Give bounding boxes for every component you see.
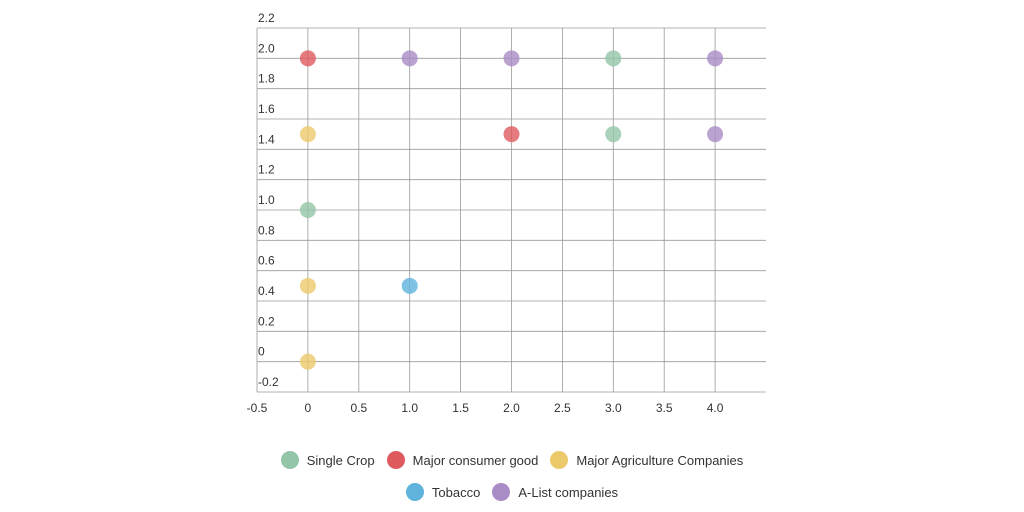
legend-label-major-agriculture-companies: Major Agriculture Companies bbox=[576, 452, 744, 468]
y-tick-label: 0.6 bbox=[258, 254, 275, 268]
legend-swatch-major-agriculture-companies bbox=[550, 451, 569, 469]
legend-swatch-single-crop bbox=[280, 451, 299, 469]
y-tick-label: 1.6 bbox=[258, 102, 275, 116]
plot-area: 2.2 2.0 1.8 1.6 1.4 1.2 1.0 0.8 0.6 0.4 0.2 0 -0.2 -0… bbox=[247, 11, 766, 415]
point-series-1 bbox=[299, 50, 316, 67]
x-tick-label: 0.5 bbox=[350, 401, 367, 415]
point-series-4 bbox=[707, 126, 724, 143]
point-series-2 bbox=[299, 353, 316, 370]
point-series-2 bbox=[299, 126, 316, 143]
point-series-4 bbox=[707, 50, 724, 67]
x-tick-label: 3.0 bbox=[605, 401, 622, 415]
y-tick-label: 0 bbox=[258, 345, 265, 359]
legend-label-a-list-companies: A-List companies bbox=[518, 484, 619, 500]
legend-item-major-consumer-good[interactable]: Major consumer good bbox=[386, 451, 539, 469]
legend-swatch-tobacco bbox=[405, 483, 424, 501]
point-series-0 bbox=[299, 202, 316, 218]
x-tick-label: 2.0 bbox=[503, 401, 520, 415]
x-tick-label: 1.5 bbox=[452, 401, 469, 415]
point-series-4 bbox=[503, 50, 520, 67]
legend-swatch-major-consumer-good bbox=[386, 451, 405, 469]
y-tick-label: 2.0 bbox=[258, 41, 275, 55]
point-series-0 bbox=[605, 126, 622, 143]
legend-item-single-crop[interactable]: Single Crop bbox=[280, 451, 375, 469]
y-tick-label: 1.8 bbox=[258, 72, 275, 86]
x-tick-label: 1.0 bbox=[401, 401, 418, 415]
y-tick-label: 0.8 bbox=[258, 223, 275, 237]
x-tick-label: 0 bbox=[305, 401, 312, 415]
point-series-0 bbox=[605, 50, 622, 67]
y-tick-label: 1.0 bbox=[258, 193, 275, 207]
legend-row-1: Single Crop Major consumer good Major Ag… bbox=[0, 451, 1024, 469]
x-tick-label: 2.5 bbox=[554, 401, 571, 415]
legend-item-tobacco[interactable]: Tobacco bbox=[405, 483, 481, 501]
point-series-3 bbox=[401, 277, 418, 294]
y-tick-label: 1.2 bbox=[258, 163, 275, 177]
point-series-1 bbox=[503, 126, 520, 143]
x-tick-label: -0.5 bbox=[247, 401, 268, 415]
legend-label-single-crop: Single Crop bbox=[306, 452, 375, 468]
point-series-2 bbox=[299, 277, 316, 294]
legend-item-a-list-companies[interactable]: A-List companies bbox=[492, 483, 618, 501]
point-series-4 bbox=[401, 50, 418, 67]
x-tick-label: 3.5 bbox=[656, 401, 673, 415]
legend-label-tobacco: Tobacco bbox=[431, 484, 481, 500]
y-tick-label: 0.2 bbox=[258, 314, 275, 328]
x-tick-label: 4.0 bbox=[707, 401, 724, 415]
legend-swatch-a-list-companies bbox=[492, 483, 511, 501]
legend-item-major-agriculture-companies[interactable]: Major Agriculture Companies bbox=[550, 451, 743, 469]
y-tick-label: 2.2 bbox=[258, 11, 275, 25]
legend-row-2: Tobacco A-List companies bbox=[0, 483, 1024, 501]
legend-label-major-consumer-good: Major consumer good bbox=[412, 452, 539, 468]
y-tick-label: 0.4 bbox=[258, 284, 275, 298]
y-tick-label: 1.4 bbox=[258, 132, 275, 146]
y-tick-label: -0.2 bbox=[258, 375, 279, 389]
